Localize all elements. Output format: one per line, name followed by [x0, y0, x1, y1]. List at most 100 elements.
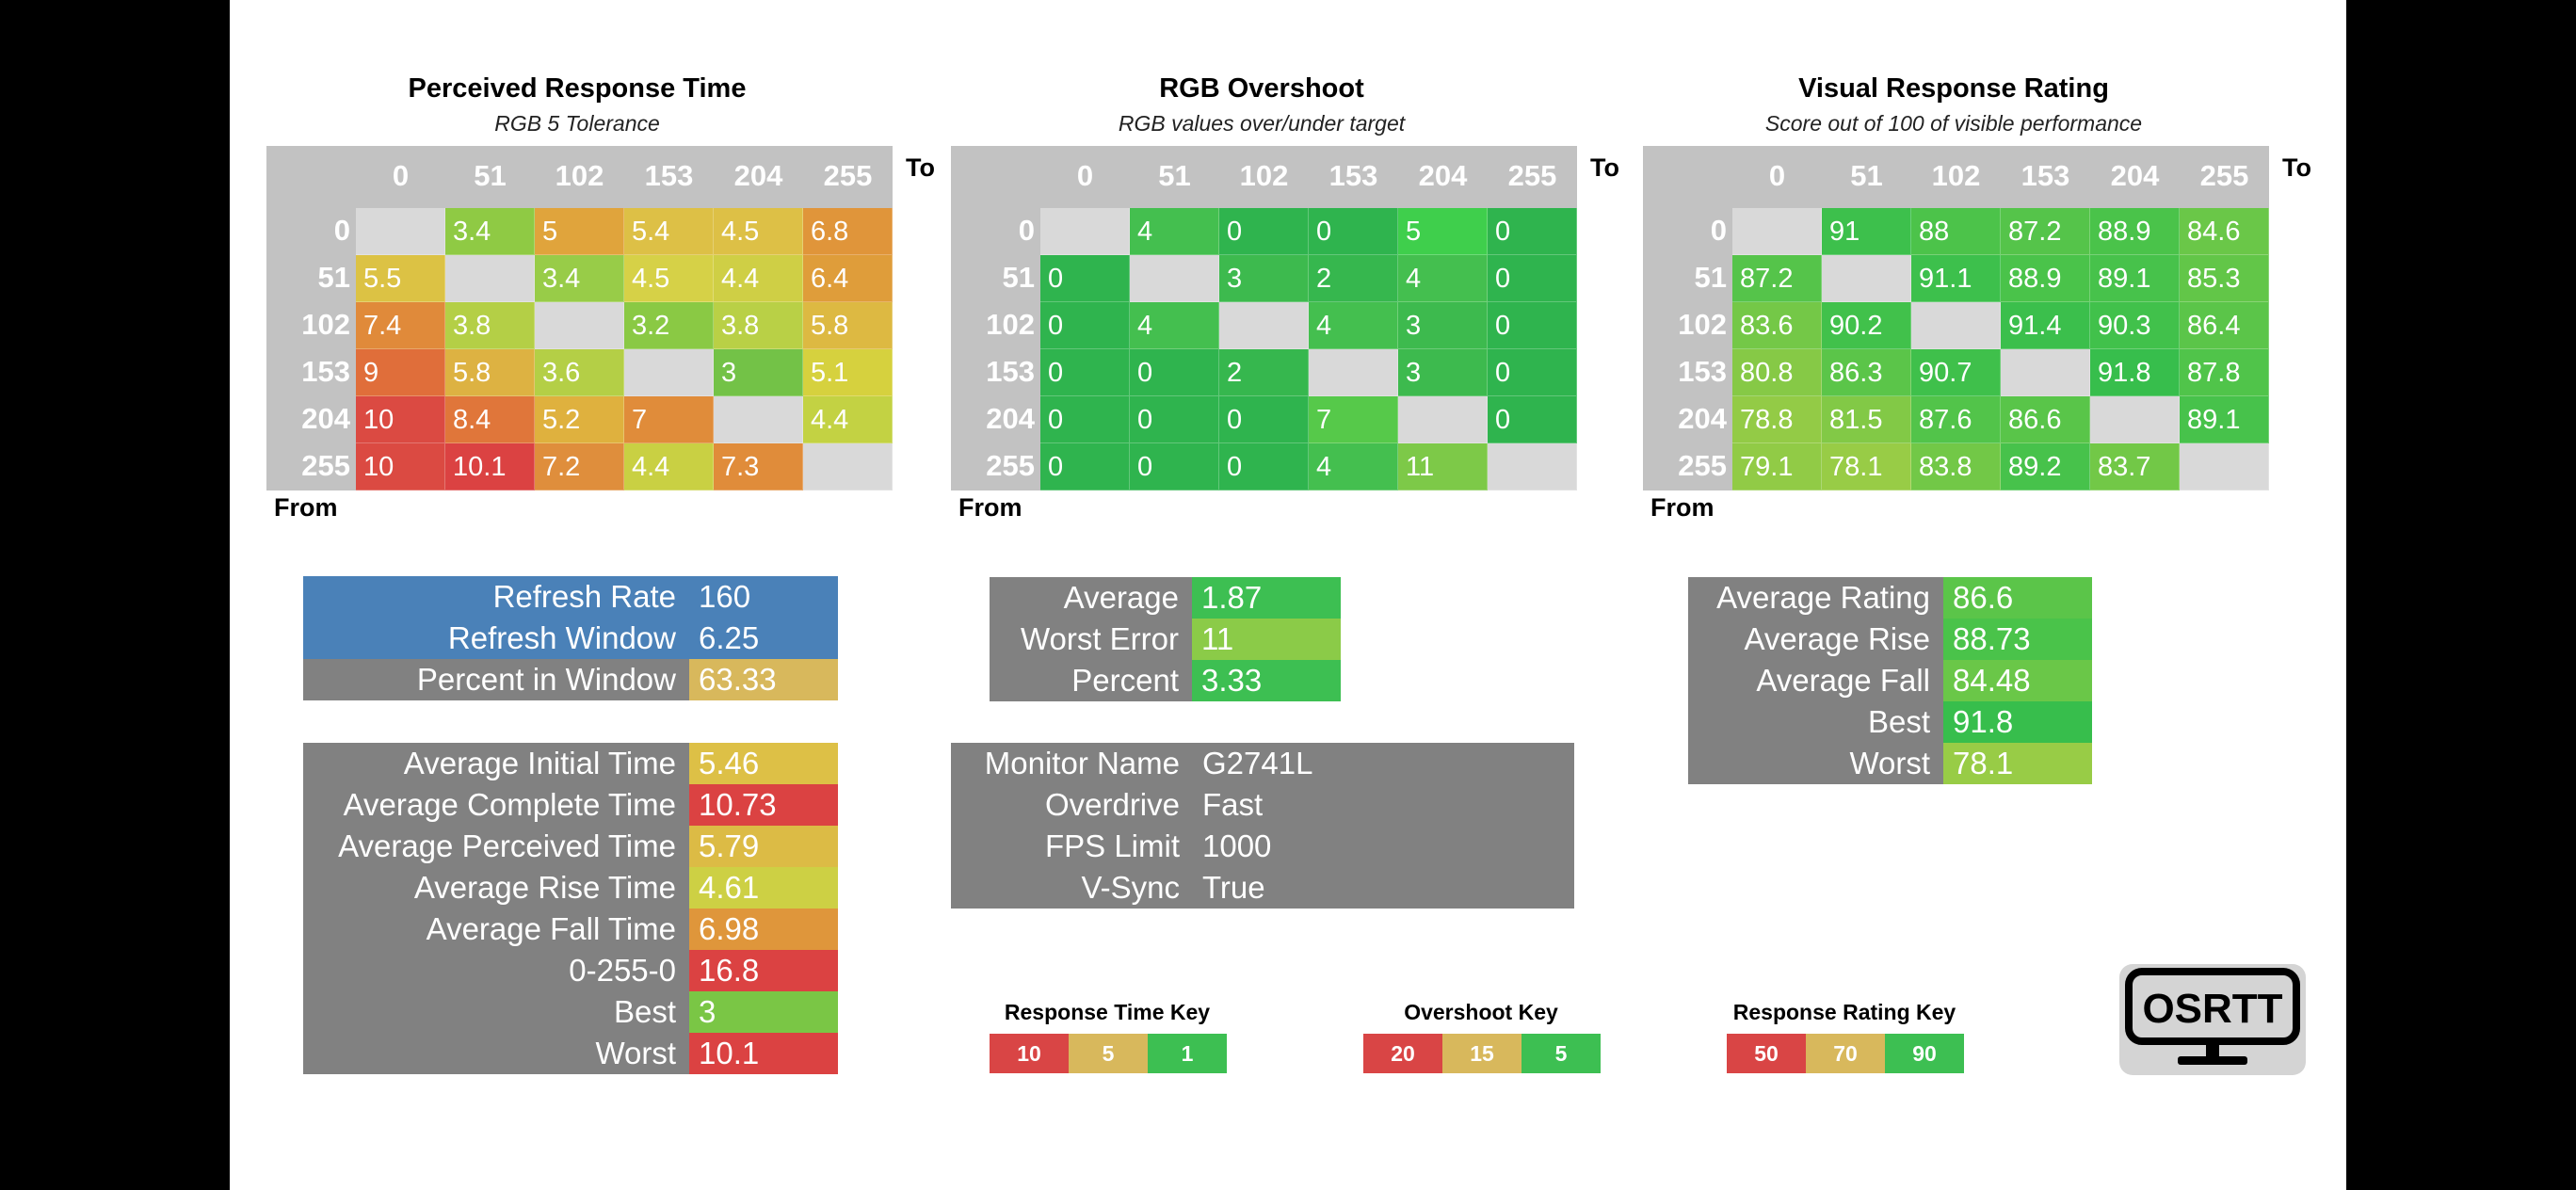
matrix-subtitle: Score out of 100 of visible performance: [1764, 111, 2143, 136]
column-header: 102: [1239, 159, 1289, 192]
stat-label: Average Initial Time: [303, 743, 689, 784]
value-cell: 0: [1040, 349, 1130, 396]
stat-row: 0-255-0 16.8: [303, 950, 838, 991]
heatmap-table: 0 51 102 153 204 255 0 4 0 0 5 0 51 0 3 2 4 0 102 0 4 4 3 0 153 0…: [951, 146, 1577, 490]
stat-value: 78.1: [1943, 743, 2092, 784]
value-cell: 5.4: [624, 208, 714, 255]
matrix-title: Visual Response Rating: [1798, 73, 2109, 104]
stat-value: 6.98: [689, 909, 838, 950]
stat-label: Worst Error: [990, 619, 1192, 660]
stat-label: Average Rise: [1688, 619, 1943, 660]
value-cell: 79.1: [1732, 443, 1822, 490]
value-cell: 4.5: [714, 208, 803, 255]
row-header: 0: [1710, 214, 1727, 247]
stat-value: 63.33: [689, 659, 838, 700]
stat-label: Refresh Window: [303, 618, 689, 659]
value-cell: 7: [624, 396, 714, 443]
value-cell: 4.4: [803, 396, 893, 443]
stat-label: Average Rise Time: [303, 867, 689, 909]
stat-row: Worst 10.1: [303, 1033, 838, 1074]
key-swatch: 50: [1727, 1034, 1806, 1073]
column-header: 51: [1850, 159, 1883, 192]
row-header: 204: [986, 402, 1035, 435]
value-cell: 4: [1130, 302, 1219, 349]
column-header: 102: [555, 159, 604, 192]
value-cell: 3.4: [535, 255, 624, 302]
column-header: 153: [2021, 159, 2070, 192]
value-cell: 3.6: [535, 349, 624, 396]
value-cell: 2: [1309, 255, 1398, 302]
column-header: 0: [1768, 159, 1786, 192]
value-cell: 5.1: [803, 349, 893, 396]
value-cell: 81.5: [1822, 396, 1911, 443]
value-cell: 3: [714, 349, 803, 396]
matrix-title: RGB Overshoot: [1159, 73, 1364, 104]
value-cell: 0: [1488, 255, 1577, 302]
value-cell: 5.8: [803, 302, 893, 349]
key-title: Response Time Key: [1004, 1000, 1211, 1024]
stat-value: 1.87: [1192, 577, 1341, 619]
stat-label: Average Complete Time: [303, 784, 689, 826]
value-cell: 90.2: [1822, 302, 1911, 349]
row-header: 51: [1694, 261, 1727, 294]
key-swatch: 10: [990, 1034, 1069, 1073]
stat-row: Percent Above 10 RGB3.33: [990, 660, 1341, 780]
stat-label: Best: [1688, 701, 1943, 743]
column-header: 0: [392, 159, 410, 192]
matrix-title: Perceived Response Time: [408, 73, 747, 104]
column-header: 153: [1328, 159, 1378, 192]
stat-value: 160: [689, 576, 838, 618]
empty-cell: [356, 208, 445, 255]
value-cell: 83.8: [1911, 443, 2001, 490]
column-header: 204: [2110, 159, 2160, 192]
value-cell: 0: [1040, 255, 1130, 302]
stat-label: Average Fall Time: [303, 909, 689, 950]
value-cell: 7.4: [356, 302, 445, 349]
stat-label: Percent in Window: [303, 659, 689, 700]
value-cell: 89.2: [2001, 443, 2090, 490]
stat-row: Best 91.8: [1688, 701, 2092, 743]
value-cell: 4.5: [624, 255, 714, 302]
to-label: To: [2282, 153, 2311, 182]
stat-value: 3: [689, 991, 838, 1033]
value-cell: 78.1: [1822, 443, 1911, 490]
stat-row: Average Rating 86.6: [1688, 577, 2092, 619]
empty-cell: [1732, 208, 1822, 255]
value-cell: 5.2: [535, 396, 624, 443]
column-header: 51: [1158, 159, 1191, 192]
matrix-subtitle: RGB values over/under target: [1118, 111, 1406, 136]
row-header: 255: [1678, 449, 1727, 482]
value-cell: 80.8: [1732, 349, 1822, 396]
value-cell: 7: [1309, 396, 1398, 443]
value-cell: 0: [1488, 396, 1577, 443]
empty-cell: [1822, 255, 1911, 302]
stat-value: 11: [1192, 619, 1341, 660]
value-cell: 2: [1219, 349, 1309, 396]
value-cell: 83.7: [2090, 443, 2180, 490]
stat-label: Percent Above 10 RGB: [990, 660, 1192, 780]
empty-cell: [445, 255, 535, 302]
empty-cell: [2180, 443, 2269, 490]
stat-value: 10.73: [689, 784, 838, 826]
value-cell: 3.4: [445, 208, 535, 255]
value-cell: 11: [1398, 443, 1488, 490]
value-cell: 0: [1488, 302, 1577, 349]
row-header: 102: [986, 308, 1035, 341]
value-cell: 0: [1040, 302, 1130, 349]
row-header: 204: [301, 402, 350, 435]
value-cell: 3.8: [445, 302, 535, 349]
stat-row: Refresh Window 6.25: [303, 618, 838, 659]
value-cell: 5.8: [445, 349, 535, 396]
value-cell: 0: [1488, 208, 1577, 255]
stat-row: Average Perceived Time 5.79: [303, 826, 838, 867]
value-cell: 0: [1040, 396, 1130, 443]
value-cell: 3: [1398, 349, 1488, 396]
column-header: 51: [474, 159, 507, 192]
value-cell: 5.5: [356, 255, 445, 302]
stat-label: Monitor Name: [951, 743, 1193, 784]
value-cell: 7.3: [714, 443, 803, 490]
key-title: Overshoot Key: [1404, 1000, 1558, 1024]
stat-value: 86.6: [1943, 577, 2092, 619]
value-cell: 87.2: [2001, 208, 2090, 255]
stat-row: Percent in Window 63.33: [303, 659, 838, 700]
